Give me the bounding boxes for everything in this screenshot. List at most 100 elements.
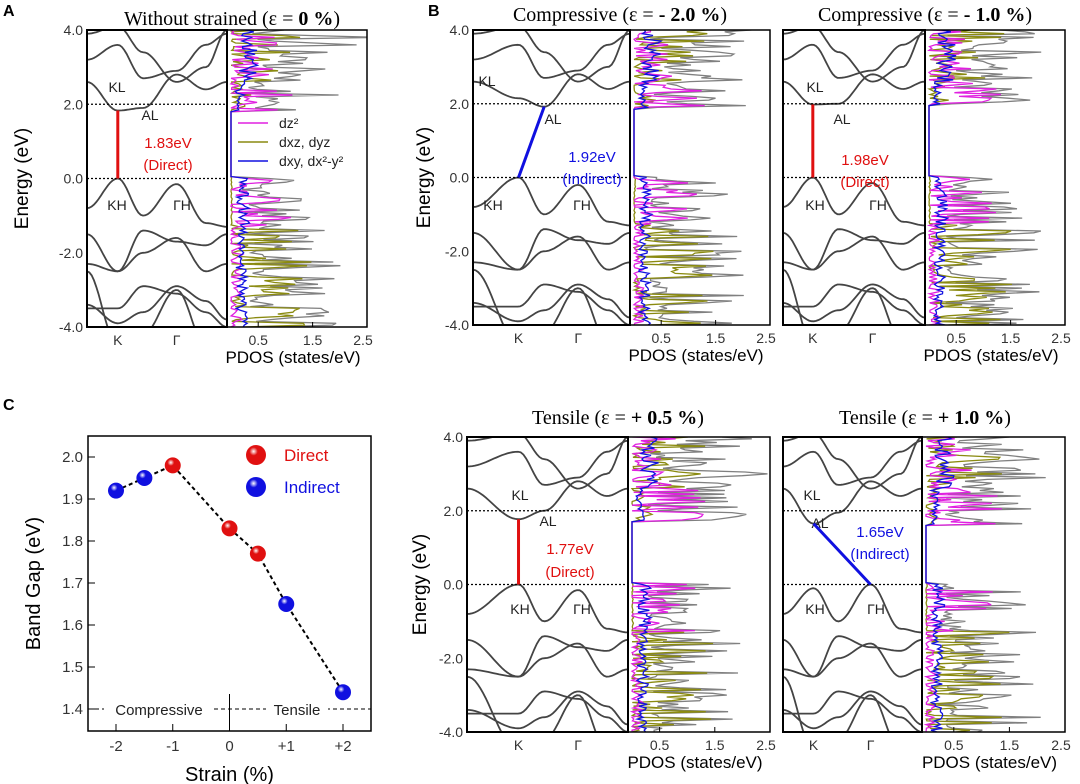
point-label-vb-g: ΓH — [573, 601, 591, 617]
gap-value-label: 1.92eV — [568, 149, 616, 166]
data-point-direct — [164, 457, 181, 474]
band-lines — [473, 30, 631, 325]
pdos-line-dxy — [631, 437, 659, 732]
title-prefix: Compressive (ε = — [818, 4, 964, 26]
band-line — [473, 176, 631, 227]
pdos-lines — [229, 30, 367, 327]
y-tick-label: -2.0 — [59, 245, 83, 261]
pdos-tick-label: 2.5 — [756, 737, 776, 753]
point-label-vb-k: KH — [483, 197, 502, 213]
y-tick-label: 4.0 — [64, 22, 84, 38]
y-axis-label: Energy (eV) — [414, 127, 435, 228]
panel-title: Tensile (ε = + 0.5 %) — [532, 407, 704, 429]
pdos-tick-label: 0.5 — [946, 330, 966, 346]
point-label-cb-k: KL — [478, 73, 495, 89]
k-point-label: Γ — [574, 330, 582, 346]
band-line — [783, 439, 923, 486]
point-label-vb-g: ΓH — [573, 197, 591, 213]
y-tick-label: -4.0 — [445, 317, 469, 333]
pdos-axis-label: PDOS (states/eV) — [628, 346, 763, 365]
y-tick-label: 0.0 — [444, 577, 464, 593]
point-label-cb-k: KL — [108, 79, 125, 95]
title-suffix: ) — [697, 407, 704, 429]
pdos-lines — [631, 30, 752, 325]
pdos-frame — [629, 29, 771, 326]
gap-value-label: 1.77eV — [546, 541, 594, 558]
pdos-line-dxy — [230, 30, 260, 327]
k-point-label: K — [514, 330, 524, 346]
band-line — [783, 283, 926, 323]
title-prefix: Compressive (ε = — [513, 4, 659, 26]
band-line — [473, 30, 631, 83]
pdos-tick-label: 0.5 — [248, 332, 268, 348]
gap-type-label: (Direct) — [143, 157, 192, 174]
pdos-tick-label: 1.5 — [1000, 737, 1020, 753]
compressive-label: Compressive — [115, 702, 203, 719]
band-line — [87, 177, 228, 228]
band-line — [87, 285, 228, 327]
point-label-vb-g: ΓH — [869, 197, 887, 213]
band-line — [467, 437, 629, 490]
pdos-lines — [629, 437, 768, 732]
pdos-tick-label: 2.5 — [756, 330, 776, 346]
y-tick-label: 1.8 — [62, 533, 83, 550]
point-label-cb-k: KL — [806, 79, 823, 95]
y-tick-label: 2.0 — [450, 96, 470, 112]
data-point-indirect — [108, 482, 124, 499]
pdos-frame — [226, 29, 368, 328]
title-prefix: Tensile (ε = — [839, 407, 938, 429]
band-line — [473, 231, 631, 271]
y-tick-label: -2.0 — [445, 243, 469, 259]
pdos-line-total — [633, 30, 752, 325]
title-prefix: Without strained (ε = — [124, 8, 298, 30]
pdos-line-dxz — [630, 437, 714, 732]
pdos-axis-label: PDOS (states/eV) — [225, 348, 360, 367]
pdos-tick-label: 0.5 — [650, 737, 670, 753]
pdos-frame — [924, 29, 1066, 326]
title-value: - 2.0 % — [659, 4, 721, 26]
legend-label: dxy, dx²-y² — [279, 153, 344, 169]
title-suffix: ) — [333, 8, 340, 30]
pdos-tick-label: 2.5 — [353, 332, 373, 348]
band-line — [87, 285, 228, 325]
pdos-axis-label: PDOS (states/eV) — [922, 753, 1057, 772]
gap-type-label: (Direct) — [545, 564, 594, 581]
band-line — [87, 32, 228, 80]
y-tick-label: 1.4 — [62, 701, 83, 718]
k-point-label: Γ — [869, 330, 877, 346]
point-label-cb-a: AL — [141, 107, 158, 123]
band-panel-b1: Compressive (ε = - 2.0 %) B 4.0 2.0 0.0 -2.0 -… — [414, 3, 776, 365]
band-line — [783, 231, 926, 271]
x-tick-label: 0 — [225, 738, 233, 755]
pdos-tick-label: 1.5 — [303, 332, 323, 348]
pdos-line-dz2 — [923, 437, 1003, 732]
panel-title: Without strained (ε = 0 %) — [124, 8, 340, 30]
y-tick-label: 1.5 — [62, 659, 83, 676]
pdos-line-total — [928, 30, 1042, 325]
band-lines — [783, 437, 923, 732]
label-bg — [266, 699, 328, 717]
pdos-frame — [921, 436, 1066, 733]
pdos-line-dz2 — [632, 30, 705, 325]
band-line — [783, 635, 923, 678]
band-line — [783, 228, 926, 271]
gap-arrow — [812, 522, 872, 586]
band-line — [783, 583, 923, 634]
title-suffix: ) — [1004, 407, 1011, 429]
k-point-label: K — [808, 330, 818, 346]
y-tick-label: -4.0 — [59, 319, 83, 335]
band-line — [783, 268, 892, 325]
band-gap-vs-strain-chart: C 1.4 1.5 1.6 1.7 1.8 1.9 2.0 -2 -1 0 +1 +2 Strain (%… — [3, 397, 372, 784]
y-tick-label: 2.0 — [444, 503, 464, 519]
band-line — [87, 30, 228, 83]
point-label-vb-k: KH — [805, 601, 824, 617]
x-axis-label: Strain (%) — [185, 764, 274, 784]
pdos-line-dxy — [925, 437, 955, 732]
gap-value-label: 1.65eV — [856, 524, 904, 541]
band-line — [467, 439, 629, 486]
legend-label: dz² — [279, 115, 299, 131]
band-lines — [467, 437, 629, 732]
y-tick-label: 2.0 — [62, 449, 83, 466]
point-label-cb-a: AL — [833, 111, 850, 127]
